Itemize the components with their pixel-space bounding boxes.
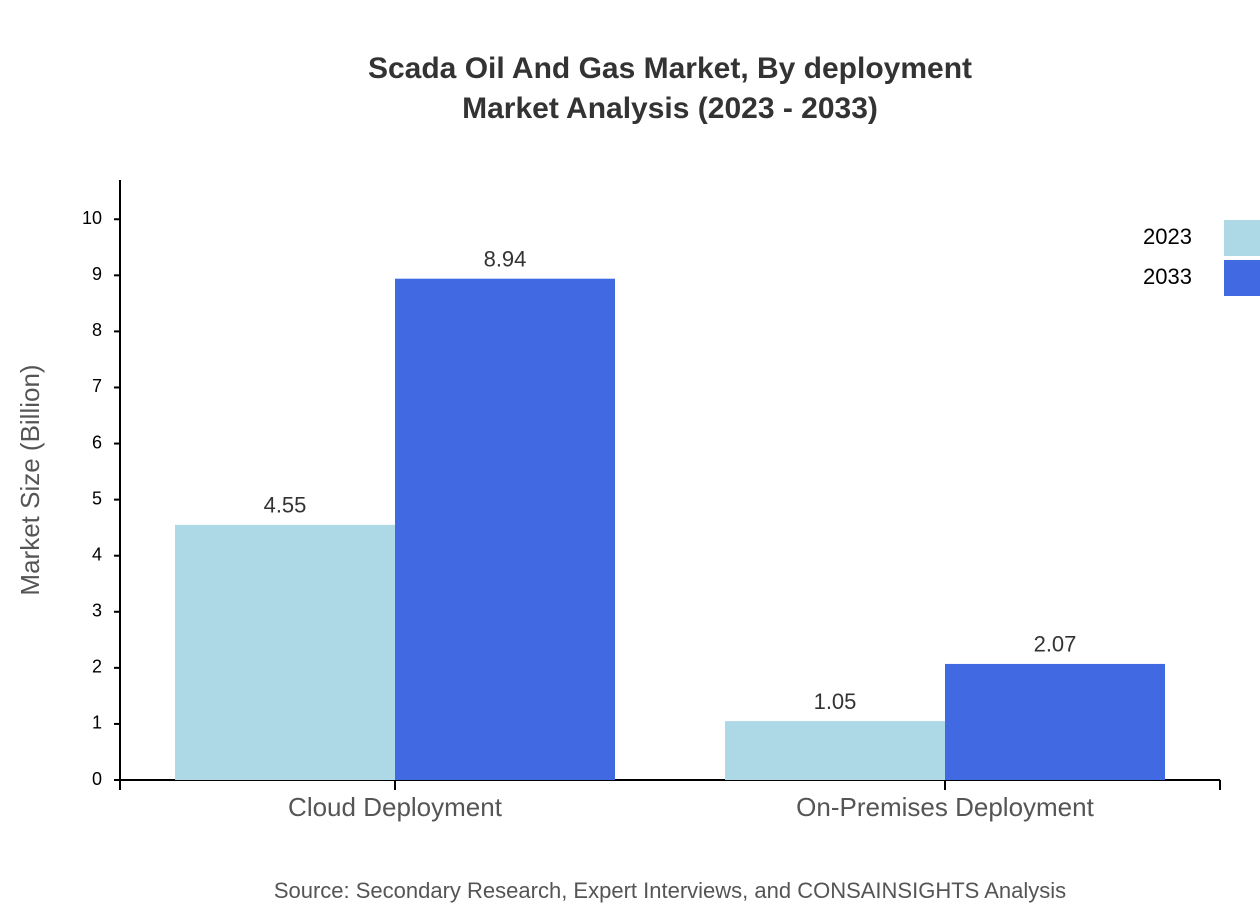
y-tick-label: 4	[92, 544, 102, 564]
value-label: 1.05	[814, 689, 857, 714]
bar	[945, 663, 1165, 780]
chart-subtitle: Market Analysis (2023 - 2033)	[462, 92, 878, 125]
bar	[175, 524, 395, 780]
y-tick-label: 10	[82, 208, 102, 228]
legend-label: 2023	[1143, 224, 1192, 249]
y-tick-label: 1	[92, 713, 102, 733]
value-label: 4.55	[264, 493, 307, 518]
value-label: 8.94	[484, 247, 527, 272]
bar	[725, 721, 945, 780]
chart-title: Scada Oil And Gas Market, By deployment	[368, 52, 972, 85]
y-tick-label: 7	[92, 376, 102, 396]
legend-label: 2033	[1143, 264, 1192, 289]
y-tick-label: 6	[92, 432, 102, 452]
x-tick-label: Cloud Deployment	[288, 792, 503, 822]
y-tick-label: 2	[92, 657, 102, 677]
x-tick-label: On-Premises Deployment	[796, 792, 1094, 822]
value-label: 2.07	[1034, 632, 1077, 657]
source-note: Source: Secondary Research, Expert Inter…	[274, 878, 1066, 903]
y-tick-label: 5	[92, 488, 102, 508]
y-tick-label: 8	[92, 320, 102, 340]
y-tick-label: 9	[92, 264, 102, 284]
legend-swatch	[1224, 260, 1260, 296]
y-tick-label: 0	[92, 769, 102, 789]
bar	[395, 278, 615, 780]
y-tick-label: 3	[92, 601, 102, 621]
legend-swatch	[1224, 220, 1260, 256]
y-axis-label: Market Size (Billion)	[15, 364, 45, 595]
